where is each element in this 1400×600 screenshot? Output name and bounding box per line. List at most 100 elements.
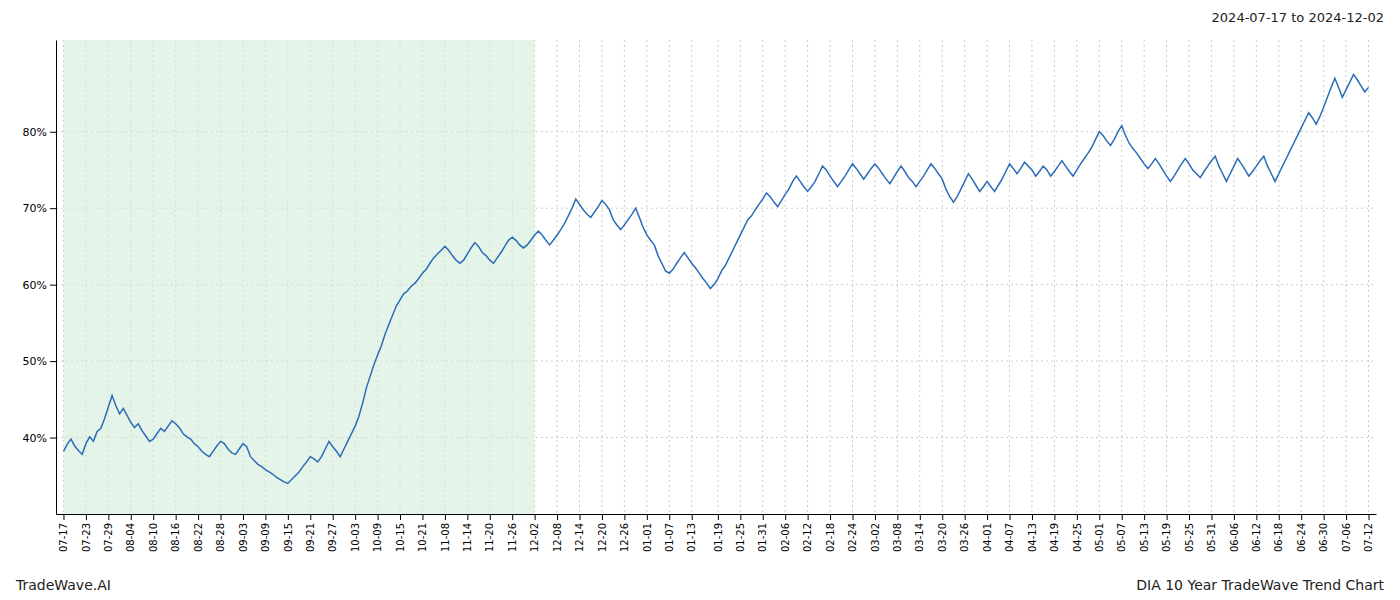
y-tick: 40% <box>23 432 56 445</box>
x-grid-line <box>691 40 692 514</box>
x-tick-label: 05-13 <box>1139 523 1150 552</box>
x-tick-mark <box>718 514 719 520</box>
shaded-region <box>63 40 534 514</box>
x-tick-mark <box>131 514 132 520</box>
x-grid-line <box>1054 40 1055 514</box>
x-grid-line <box>1323 40 1324 514</box>
x-tick-label: 12-26 <box>619 523 630 552</box>
x-tick: 01-31 <box>757 514 768 552</box>
x-tick-mark <box>1256 514 1257 520</box>
x-tick-mark <box>1077 514 1078 520</box>
x-tick-mark <box>355 514 356 520</box>
x-grid-line <box>669 40 670 514</box>
x-tick-mark <box>1167 514 1168 520</box>
x-tick: 03-02 <box>870 514 881 552</box>
x-axis: 07-1707-2307-2908-0408-1008-1608-2208-28… <box>57 514 1377 552</box>
y-tick-mark <box>50 208 56 209</box>
x-grid-line <box>557 40 558 514</box>
x-tick-mark <box>1234 514 1235 520</box>
x-tick-label: 10-03 <box>350 523 361 552</box>
x-tick-mark <box>288 514 289 520</box>
x-grid-line <box>1099 40 1100 514</box>
x-grid-line <box>785 40 786 514</box>
x-tick: 08-28 <box>215 514 226 552</box>
x-tick: 01-01 <box>642 514 653 552</box>
x-tick: 05-07 <box>1116 514 1127 552</box>
x-tick-label: 02-24 <box>847 523 858 552</box>
x-tick-label: 04-19 <box>1049 523 1060 552</box>
x-tick-label: 10-21 <box>417 523 428 552</box>
y-tick: 70% <box>23 202 56 215</box>
x-tick-mark <box>557 514 558 520</box>
x-grid-line <box>1031 40 1032 514</box>
x-tick-mark <box>647 514 648 520</box>
x-tick-label: 12-20 <box>597 523 608 552</box>
x-tick-label: 02-18 <box>825 523 836 552</box>
x-tick: 08-22 <box>193 514 204 552</box>
x-tick-mark <box>1032 514 1033 520</box>
x-tick-label: 01-31 <box>757 523 768 552</box>
x-tick: 05-25 <box>1184 514 1195 552</box>
x-grid-line <box>1278 40 1279 514</box>
subtitle: 2024-07-17 to 2024-12-02 <box>1212 10 1384 25</box>
x-tick: 08-04 <box>125 514 136 552</box>
x-tick-label: 11-26 <box>507 523 518 552</box>
x-tick-mark <box>1279 514 1280 520</box>
y-tick: 50% <box>23 355 56 368</box>
x-grid-line <box>579 40 580 514</box>
y-tick-mark <box>50 132 56 133</box>
x-tick-label: 07-23 <box>81 523 92 552</box>
y-tick-label: 70% <box>23 202 47 215</box>
x-grid-line <box>964 40 965 514</box>
x-tick-mark <box>1099 514 1100 520</box>
x-tick-mark <box>852 514 853 520</box>
x-axis-line <box>57 514 1377 515</box>
x-tick-label: 03-14 <box>914 523 925 552</box>
x-tick: 06-12 <box>1251 514 1262 552</box>
x-tick-mark <box>763 514 764 520</box>
x-tick-mark <box>108 514 109 520</box>
x-tick: 02-24 <box>847 514 858 552</box>
x-tick-label: 04-07 <box>1004 523 1015 552</box>
x-tick-label: 07-17 <box>58 523 69 552</box>
x-tick-mark <box>830 514 831 520</box>
y-tick-mark <box>50 285 56 286</box>
x-tick: 10-03 <box>350 514 361 552</box>
x-tick-mark <box>400 514 401 520</box>
x-tick-label: 10-15 <box>395 523 406 552</box>
y-tick-label: 60% <box>23 279 47 292</box>
x-tick-label: 01-01 <box>642 523 653 552</box>
x-tick-label: 08-10 <box>148 523 159 552</box>
x-tick-label: 01-25 <box>735 523 746 552</box>
x-grid-line <box>919 40 920 514</box>
x-tick-mark <box>897 514 898 520</box>
x-tick-label: 05-01 <box>1094 523 1105 552</box>
x-tick-mark <box>310 514 311 520</box>
x-tick-mark <box>1122 514 1123 520</box>
x-tick-label: 06-18 <box>1273 523 1284 552</box>
data-layer <box>63 40 1368 514</box>
x-tick-mark <box>624 514 625 520</box>
x-grid-line <box>942 40 943 514</box>
x-tick-label: 08-04 <box>125 523 136 552</box>
x-tick: 11-26 <box>507 514 518 552</box>
x-tick-label: 04-01 <box>982 523 993 552</box>
x-tick: 07-12 <box>1363 514 1374 552</box>
x-tick: 12-20 <box>597 514 608 552</box>
y-axis: 40%50%60%70%80% <box>23 41 57 515</box>
x-grid-line <box>874 40 875 514</box>
x-tick-label: 05-07 <box>1116 523 1127 552</box>
x-tick-label: 05-31 <box>1206 523 1217 552</box>
x-tick-label: 12-08 <box>552 523 563 552</box>
x-tick-mark <box>1369 514 1370 520</box>
x-tick-mark <box>153 514 154 520</box>
x-grid-line <box>624 40 625 514</box>
x-tick-mark <box>1189 514 1190 520</box>
annotation: TradeWave.AI <box>15 577 111 593</box>
y-tick-mark <box>50 438 56 439</box>
x-tick: 10-09 <box>372 514 383 552</box>
x-tick-label: 01-19 <box>713 523 724 552</box>
x-tick: 01-19 <box>713 514 724 552</box>
x-grid-line <box>1121 40 1122 514</box>
x-tick-mark <box>265 514 266 520</box>
